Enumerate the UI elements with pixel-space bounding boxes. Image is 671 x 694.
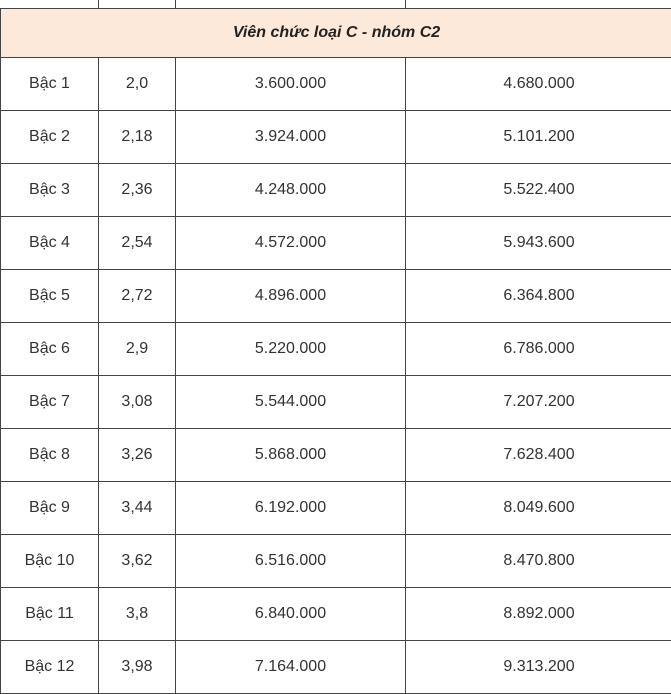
salary-cell: 4.572.000 <box>176 217 406 270</box>
table-title: Viên chức loại C - nhóm C2 <box>1 9 671 58</box>
coefficient-cell: 3,26 <box>99 429 176 482</box>
coefficient-cell: 2,0 <box>99 58 176 111</box>
coefficient-cell: 2,9 <box>99 323 176 376</box>
coefficient-cell: 3,8 <box>99 588 176 641</box>
salary-new-cell: 8.892.000 <box>406 588 671 641</box>
grade-cell: Bậc 5 <box>1 270 99 323</box>
salary-cell: 3.600.000 <box>176 58 406 111</box>
salary-new-cell: 5.101.200 <box>406 111 671 164</box>
salary-cell: 6.840.000 <box>176 588 406 641</box>
border-fragment <box>98 0 99 8</box>
salary-new-cell: 8.470.800 <box>406 535 671 588</box>
grade-cell: Bậc 6 <box>1 323 99 376</box>
grade-cell: Bậc 9 <box>1 482 99 535</box>
grade-cell: Bậc 3 <box>1 164 99 217</box>
grade-cell: Bậc 8 <box>1 429 99 482</box>
title-row: Viên chức loại C - nhóm C2 <box>1 9 671 58</box>
salary-cell: 4.248.000 <box>176 164 406 217</box>
salary-new-cell: 5.522.400 <box>406 164 671 217</box>
salary-cell: 3.924.000 <box>176 111 406 164</box>
grade-cell: Bậc 7 <box>1 376 99 429</box>
salary-new-cell: 8.049.600 <box>406 482 671 535</box>
coefficient-cell: 3,08 <box>99 376 176 429</box>
coefficient-cell: 2,36 <box>99 164 176 217</box>
grade-cell: Bậc 1 <box>1 58 99 111</box>
coefficient-cell: 2,18 <box>99 111 176 164</box>
salary-cell: 6.192.000 <box>176 482 406 535</box>
grade-cell: Bậc 4 <box>1 217 99 270</box>
salary-cell: 7.164.000 <box>176 641 406 694</box>
coefficient-cell: 2,72 <box>99 270 176 323</box>
grade-cell: Bậc 12 <box>1 641 99 694</box>
grade-cell: Bậc 10 <box>1 535 99 588</box>
grade-cell: Bậc 11 <box>1 588 99 641</box>
salary-new-cell: 7.207.200 <box>406 376 671 429</box>
coefficient-cell: 3,44 <box>99 482 176 535</box>
salary-cell: 4.896.000 <box>176 270 406 323</box>
coefficient-cell: 3,98 <box>99 641 176 694</box>
salary-new-cell: 7.628.400 <box>406 429 671 482</box>
salary-cell: 5.868.000 <box>176 429 406 482</box>
border-fragment <box>175 0 176 8</box>
coefficient-cell: 3,62 <box>99 535 176 588</box>
salary-cell: 6.516.000 <box>176 535 406 588</box>
salary-new-cell: 5.943.600 <box>406 217 671 270</box>
salary-new-cell: 4.680.000 <box>406 58 671 111</box>
salary-cell: 5.544.000 <box>176 376 406 429</box>
salary-new-cell: 9.313.200 <box>406 641 671 694</box>
border-fragment <box>405 0 406 8</box>
salary-new-cell: 6.786.000 <box>406 323 671 376</box>
salary-new-cell: 6.364.800 <box>406 270 671 323</box>
coefficient-cell: 2,54 <box>99 217 176 270</box>
salary-cell: 5.220.000 <box>176 323 406 376</box>
grade-cell: Bậc 2 <box>1 111 99 164</box>
